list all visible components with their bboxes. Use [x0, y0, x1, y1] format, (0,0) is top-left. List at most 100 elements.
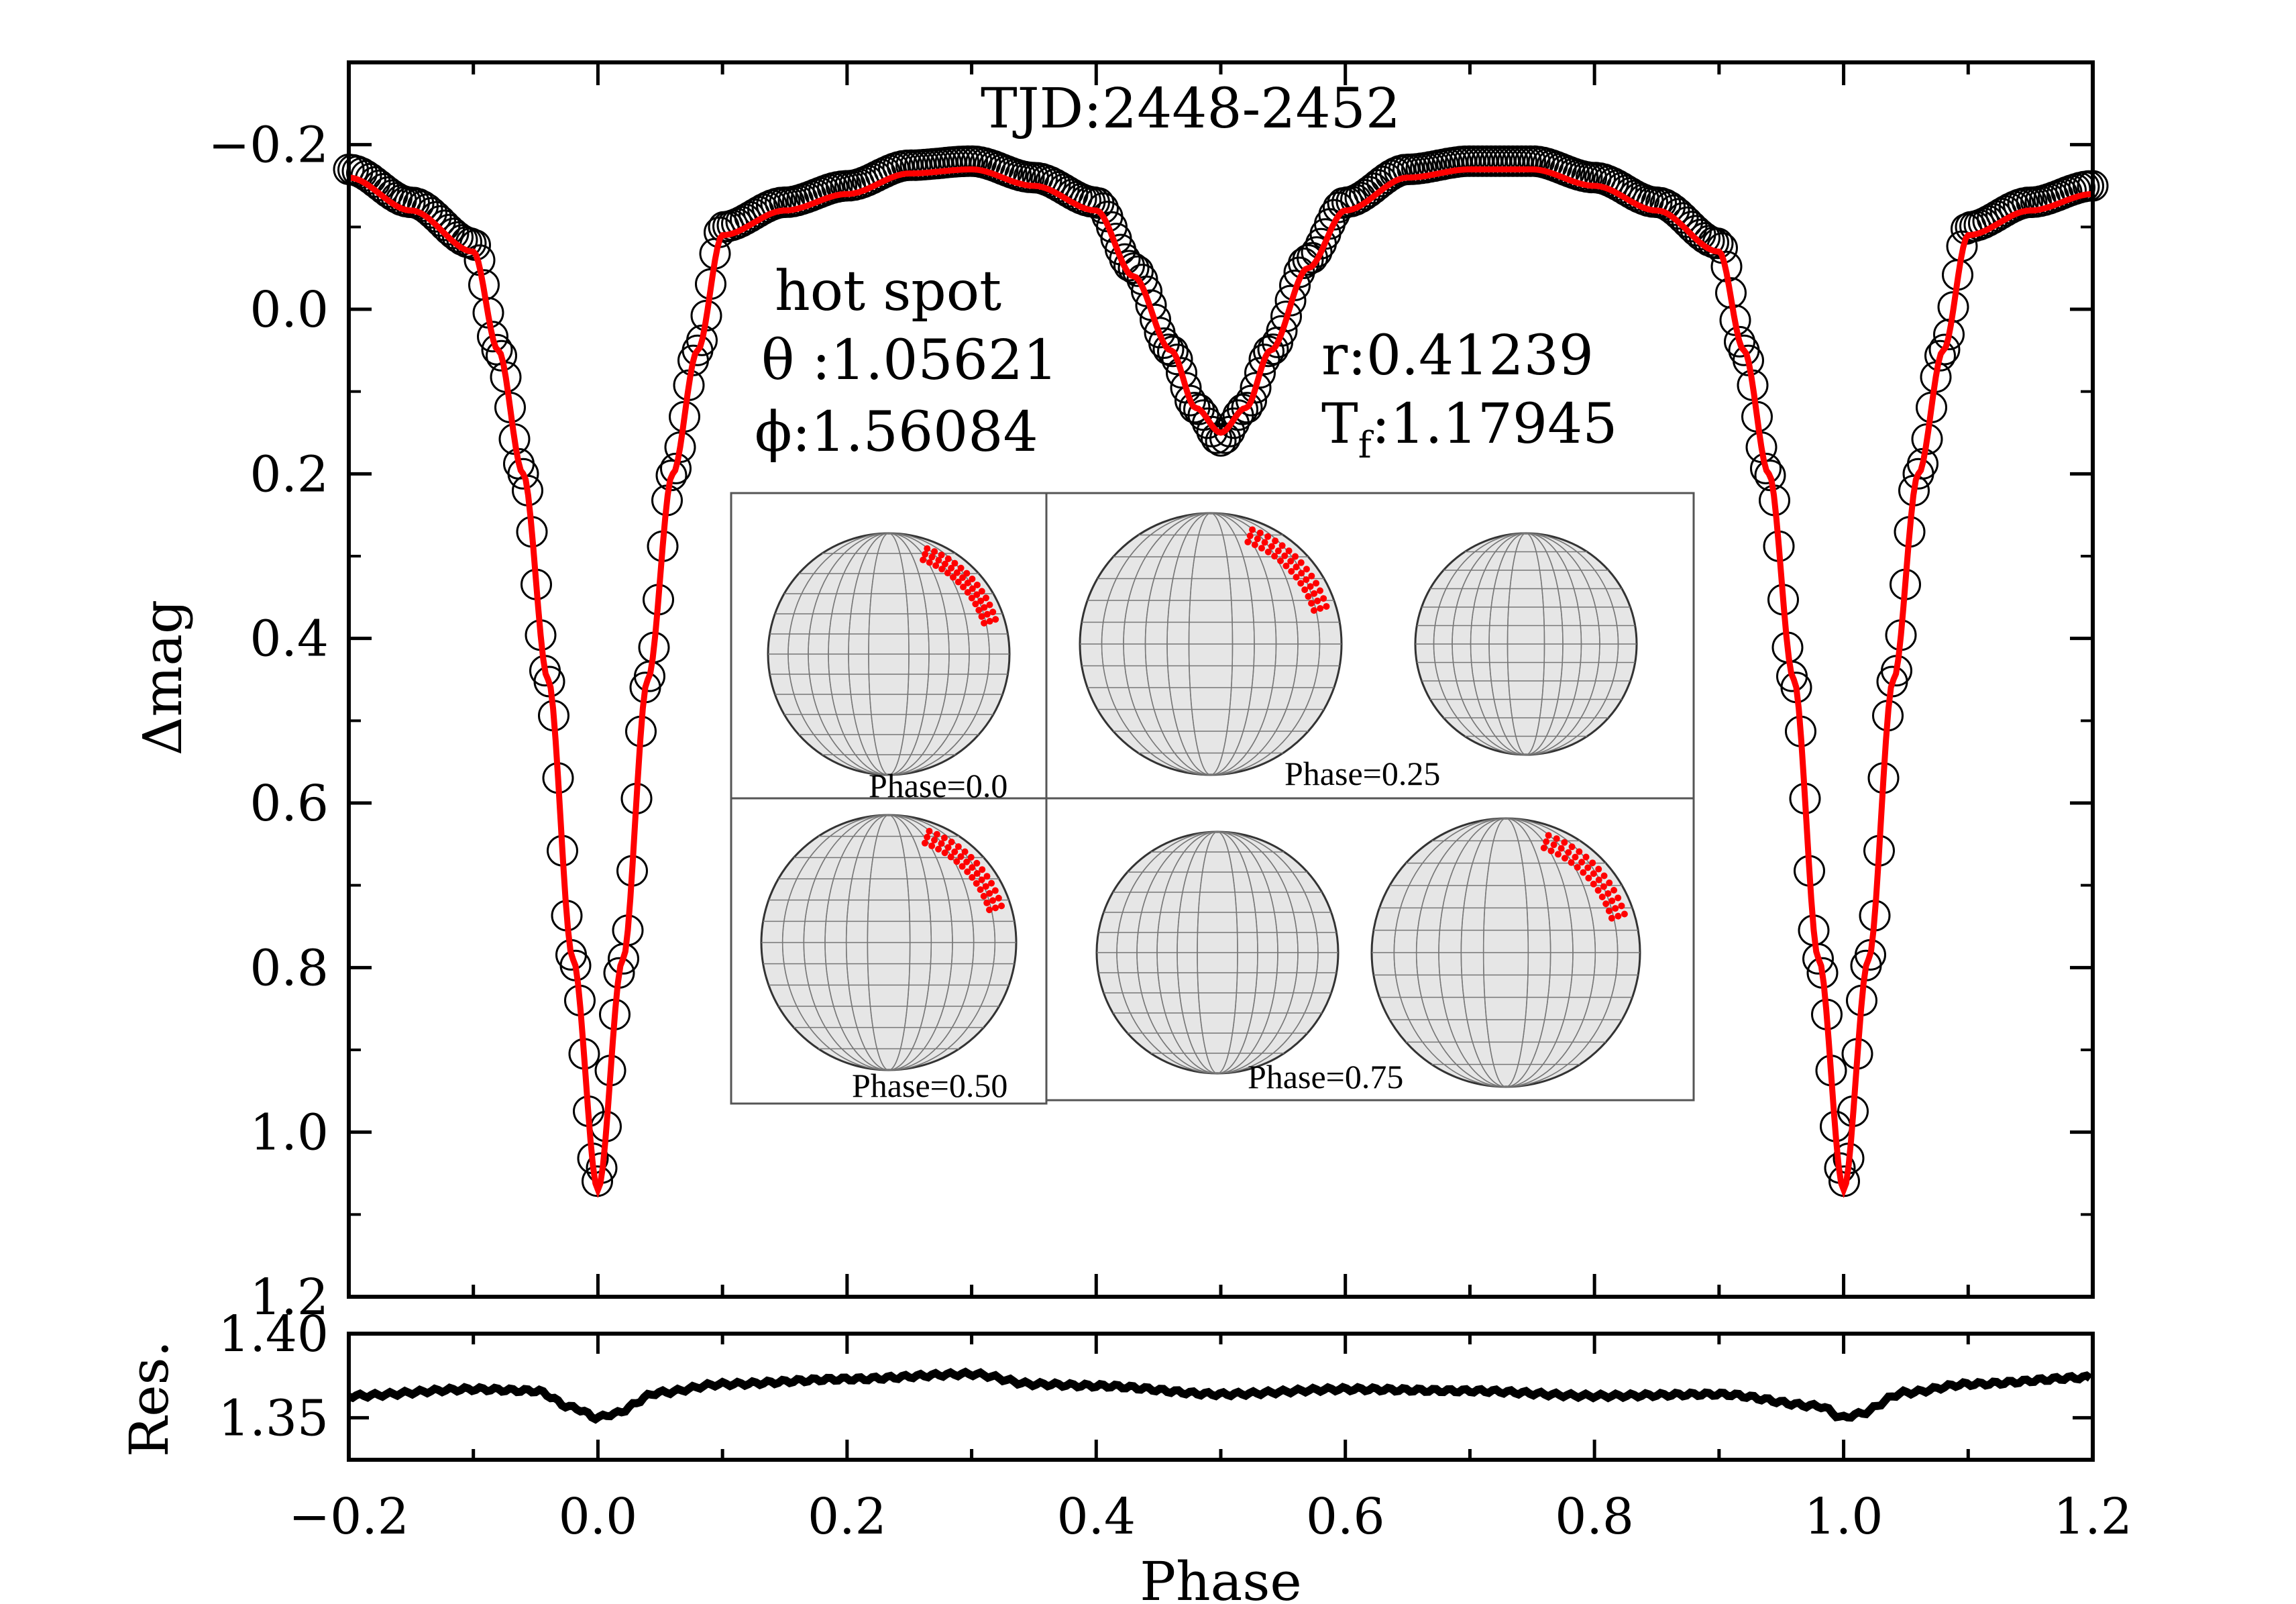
hot-spot-dot	[1288, 568, 1295, 575]
hot-spot-dot	[969, 864, 976, 871]
hot-spot-dot	[980, 892, 987, 900]
hot-spot-dot	[1307, 583, 1314, 590]
theta-value: :1.05621	[794, 329, 1058, 392]
hot-spot-dot	[1602, 900, 1610, 908]
y-tick-label: 0.8	[250, 939, 329, 997]
residuals-frame	[347, 1332, 2095, 1462]
y-tick-label: 1.2	[250, 1269, 329, 1326]
hot-spot-dot	[1621, 910, 1628, 918]
star-phase-075-primary	[1370, 817, 1641, 1088]
observed-point	[1257, 333, 1289, 366]
observed-point	[1288, 248, 1319, 279]
hot-spot-dot	[1590, 870, 1597, 877]
hot-spot-dot	[1565, 849, 1572, 856]
hot-spot-dot	[1264, 533, 1272, 540]
hot-spot-dot	[1580, 869, 1587, 876]
observed-point	[1161, 343, 1193, 376]
hot-spot-dot	[963, 570, 971, 577]
hot-spot-dot	[1282, 562, 1290, 570]
hot-spot-dot	[1261, 539, 1268, 546]
tf-value: :1.17945	[1372, 392, 1618, 456]
hot-spot-dot	[1572, 853, 1579, 861]
hot-spot-dot	[961, 848, 969, 855]
observed-point	[486, 339, 517, 372]
hot-spot-dot	[1568, 843, 1576, 851]
hot-spot-dot	[986, 601, 993, 608]
hot-spot-dot	[960, 584, 967, 591]
x-tick-label: 0.6	[1306, 1488, 1385, 1546]
hot-spot-dot	[940, 834, 948, 841]
hot-spot-dot	[1277, 557, 1284, 565]
hot-spot-dot	[985, 906, 993, 914]
tf-annotation: Tf:1.17945	[1321, 392, 1617, 466]
hot-spot-dot	[938, 566, 946, 573]
hot-spot-dot	[948, 564, 955, 572]
observed-point	[1750, 452, 1782, 484]
observed-point	[1724, 325, 1755, 358]
x-tick-label: 1.2	[2053, 1488, 2132, 1546]
hot-spot-dot	[992, 616, 999, 623]
x-tick-label: 1.0	[1804, 1488, 1883, 1546]
hot-spot-dot	[1543, 838, 1550, 845]
hot-spot-dot	[1618, 902, 1625, 910]
hot-spot-dot	[995, 894, 1002, 902]
hot-spot-dot	[1585, 874, 1592, 881]
hot-spot-dot	[1308, 600, 1315, 607]
hot-spot-dot	[921, 839, 928, 847]
hot-spot-dot	[938, 551, 945, 559]
hot-spot-dot	[969, 873, 976, 881]
hot-spot-dot	[1297, 580, 1305, 587]
hot-spot-dot	[1323, 602, 1330, 610]
hot-spot-dot	[1576, 848, 1583, 855]
hot-spot-dot	[941, 849, 948, 857]
hot-spot-dot	[1287, 557, 1295, 565]
hot-spot-dot	[1615, 912, 1622, 920]
hot-spot-dot	[947, 853, 954, 861]
hot-spot-dot	[1606, 879, 1613, 886]
hot-spot-dot	[978, 588, 985, 595]
hot-spot-dot	[969, 575, 976, 582]
observed-point	[425, 205, 456, 237]
hot-spot-dot	[975, 606, 983, 614]
residuals-plot: 1.35 1.40 −0.2 0.0 0.2 0.4 0.6 0.8 1.0 1.2 Res. P…	[118, 1305, 2132, 1604]
hot-spot-dot	[964, 589, 971, 596]
hot-spot-dot	[1600, 872, 1608, 879]
hot-spot-dot	[920, 556, 927, 564]
inset-label-phase-0: Phase=0.0	[869, 767, 1007, 804]
hot-spot-dot	[986, 890, 993, 897]
r-annotation: r:0.41239	[1321, 324, 1594, 388]
hot-spot-dot	[928, 842, 936, 849]
phi-symbol: ϕ	[755, 400, 792, 464]
hot-spot-dot	[983, 610, 991, 618]
hot-spot-dot	[954, 578, 962, 586]
hot-spot-dot	[1298, 570, 1305, 577]
hot-spot-dot	[1598, 894, 1606, 900]
hot-spot-dot	[1303, 566, 1310, 573]
hot-spot-dot	[978, 876, 985, 884]
hot-spot-dot	[982, 883, 989, 890]
y-tick-label: 0.4	[250, 610, 329, 668]
hot-spot-dot	[959, 863, 966, 870]
x-tick-label: 0.0	[559, 1488, 638, 1546]
hot-spot-dot	[1274, 547, 1282, 555]
hot-spot-dot	[944, 844, 952, 851]
hot-spot-dot	[977, 597, 985, 604]
hot-spot-dot	[1554, 851, 1562, 858]
hot-spot-dot	[933, 831, 940, 838]
star-phase-025-secondary	[1414, 532, 1638, 756]
hot-spot-dot	[963, 858, 971, 865]
hot-spot-dot	[1604, 890, 1612, 897]
x-tick-label: −0.2	[288, 1488, 409, 1546]
hot-spot-dot	[986, 618, 993, 625]
hot-spot-dot	[964, 868, 971, 875]
hot-spot-dot	[1589, 859, 1596, 867]
hot-spot-dot	[973, 870, 981, 877]
phi-value: :1.56084	[792, 400, 1038, 464]
hot-spot-dot	[998, 902, 1005, 910]
x-tick-label: 0.4	[1056, 1488, 1136, 1546]
inset-stars	[760, 512, 1641, 1088]
hot-spot-dot	[981, 619, 988, 627]
hot-spot-dot	[1590, 880, 1597, 888]
hot-spot-dot	[1610, 887, 1618, 894]
hot-spot-dot	[1314, 597, 1321, 604]
